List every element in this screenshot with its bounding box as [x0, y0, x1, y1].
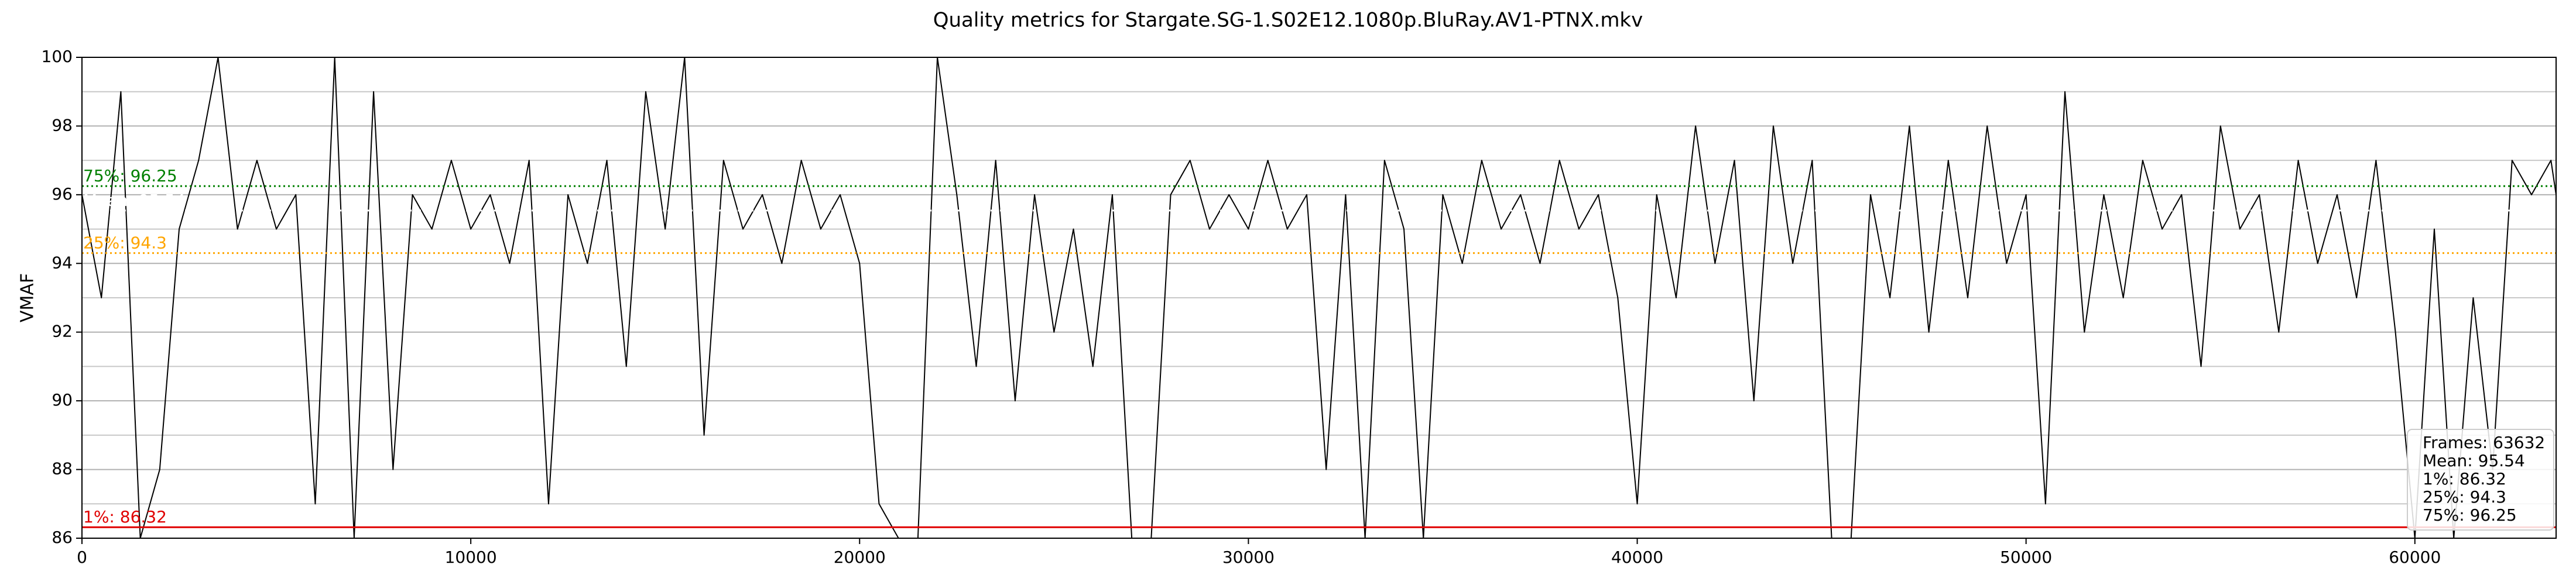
plot-frame [81, 57, 2557, 539]
y-tick-label: 100 [42, 47, 73, 66]
y-tick-label: 98 [52, 115, 73, 135]
reference-label: 25%: 94.3 [83, 233, 167, 253]
stats-text: 1%: 86.32 [2423, 469, 2506, 488]
stats-text: 25%: 94.3 [2423, 487, 2506, 507]
stats-text: Mean: 95.54 [2423, 451, 2525, 470]
stats-box [2407, 429, 2554, 531]
y-tick-label: 88 [52, 459, 73, 479]
stats-text: 75%: 96.25 [2423, 505, 2517, 525]
vmaf-line [82, 57, 2556, 538]
reference-label: Mean: 95.54 [83, 191, 186, 210]
y-tick-label: 90 [52, 390, 73, 410]
x-tick-label: 20000 [834, 548, 886, 567]
y-tick-label: 92 [52, 322, 73, 341]
x-tick-label: 0 [77, 548, 87, 567]
x-tick-label: 60000 [2389, 548, 2441, 567]
y-axis-label: VMAF [18, 273, 38, 322]
chart-title: Quality metrics for Stargate.SG-1.S02E12… [933, 9, 1643, 32]
x-tick-label: 10000 [445, 548, 497, 567]
reference-label: 1%: 86.32 [83, 507, 167, 526]
x-tick-label: 30000 [1222, 548, 1275, 567]
y-tick-label: 94 [52, 253, 73, 272]
stats-text: Frames: 63632 [2423, 433, 2545, 452]
reference-label: 75%: 96.25 [83, 166, 177, 185]
x-tick-label: 50000 [2000, 548, 2052, 567]
y-tick-label: 96 [52, 184, 73, 204]
x-tick-label: 40000 [1611, 548, 1663, 567]
y-tick-label: 86 [52, 528, 73, 547]
